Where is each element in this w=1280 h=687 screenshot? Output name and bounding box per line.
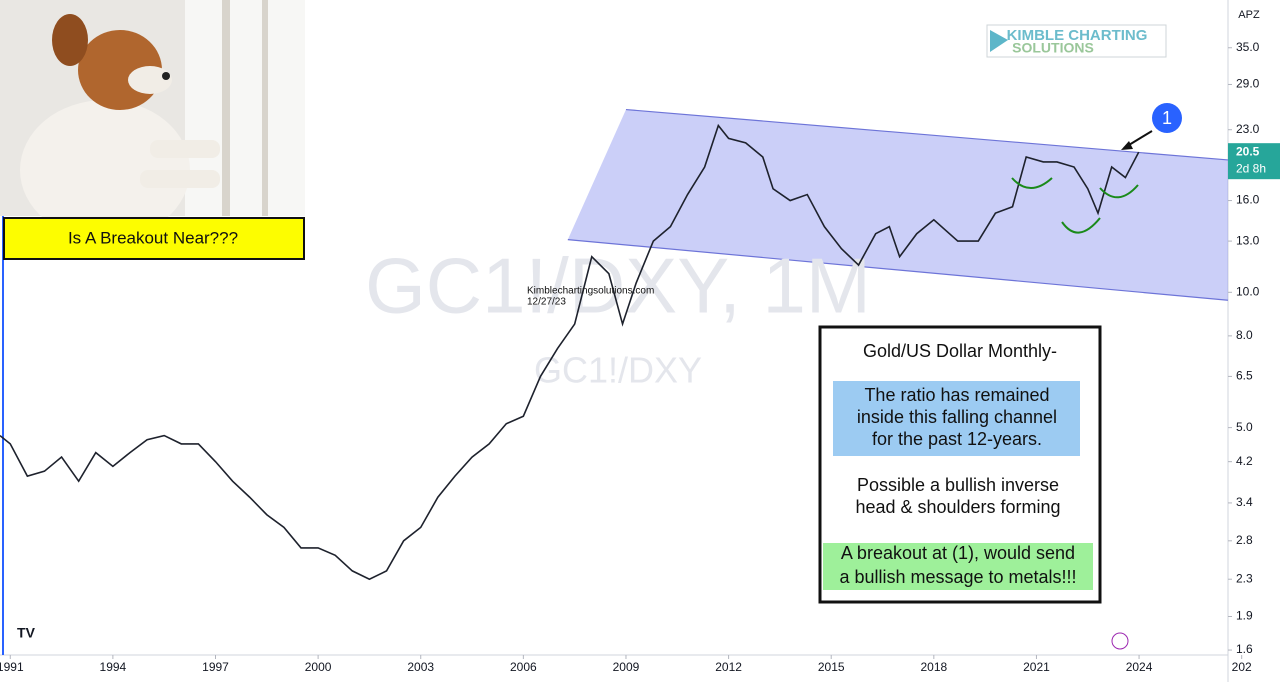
window-frame [262, 0, 268, 216]
x-tick-label: 2009 [613, 660, 640, 674]
y-tick-label: 8.0 [1236, 328, 1253, 342]
y-tick-label: 1.6 [1236, 642, 1253, 656]
note-channel-line: for the past 12-years. [872, 429, 1042, 449]
note-heading: Gold/US Dollar Monthly- [863, 341, 1057, 361]
x-tick-label: 2024 [1126, 660, 1153, 674]
photo-caption: Is A Breakout Near??? [68, 228, 238, 247]
tv-logo: TV [17, 625, 36, 641]
price-badge-countdown: 2d 8h [1236, 161, 1266, 175]
price-line [0, 123, 1140, 581]
channel-line [567, 239, 1229, 301]
logo-box [986, 24, 1167, 58]
x-tick-label: 202 [1232, 660, 1252, 674]
watermark: GC1!/DXY, 1M [365, 242, 871, 330]
caption-box [3, 217, 305, 260]
y-tick-label: 3.4 [1236, 495, 1253, 509]
x-tick-label: 2015 [818, 660, 845, 674]
note-breakout-line: a bullish message to metals!!! [839, 567, 1076, 587]
credit-date: 12/27/23 [527, 297, 566, 308]
note-channel-line: inside this falling channel [857, 407, 1057, 427]
channel-line [625, 108, 1229, 161]
note-breakout-line: A breakout at (1), would send [841, 543, 1075, 563]
marker-circle [1152, 103, 1182, 133]
event-icon [1111, 632, 1129, 650]
note-pattern-line: head & shoulders forming [855, 497, 1060, 517]
currency-label: APZ [1238, 9, 1260, 21]
y-tick-label: 16.0 [1236, 193, 1260, 207]
y-tick-label: 6.5 [1236, 369, 1253, 383]
breakout-text-box [823, 543, 1093, 590]
watermark-symbol: GC1!/DXY [534, 350, 702, 391]
y-tick-label: 29.0 [1236, 77, 1260, 91]
y-tick-label: 1.9 [1236, 609, 1253, 623]
x-tick-label: 2021 [1023, 660, 1050, 674]
dog-paw [140, 170, 220, 188]
channel-text-box [833, 381, 1080, 456]
channel-fill [567, 109, 1228, 301]
x-tick-label: 1991 [0, 660, 24, 674]
dog-muzzle [128, 66, 172, 94]
y-tick-label: 2.3 [1236, 571, 1253, 585]
y-tick-label: 5.0 [1236, 420, 1253, 434]
y-tick-label: 23.0 [1236, 122, 1260, 136]
note-pattern-line: Possible a bullish inverse [857, 475, 1059, 495]
x-tick-label: 2000 [305, 660, 332, 674]
marker-arrowhead [1121, 141, 1133, 150]
dog-body [20, 100, 190, 240]
y-tick-label: 2.8 [1236, 533, 1253, 547]
credit-site: Kimblechartingsolutions.com [527, 286, 654, 297]
logo-icon [990, 30, 1008, 52]
logo-line2: SOLUTIONS [1012, 40, 1094, 56]
y-tick-label: 10.0 [1236, 284, 1260, 298]
left-shoulder-arc [1011, 177, 1053, 189]
y-tick-label: 13.0 [1236, 233, 1260, 247]
dog-nose [162, 72, 170, 80]
x-tick-label: 2018 [920, 660, 947, 674]
marker-label: 1 [1162, 108, 1172, 128]
price-badge-value: 20.5 [1236, 144, 1260, 158]
x-tick-label: 2003 [407, 660, 434, 674]
window-frame [222, 0, 230, 216]
y-tick-label: 35.0 [1236, 40, 1260, 54]
price-badge [1228, 143, 1280, 180]
right-shoulder-arc [1099, 184, 1139, 199]
logo-line1: KIMBLE CHARTING [1007, 27, 1148, 44]
dog-paw [150, 140, 220, 158]
note-channel-line: The ratio has remained [864, 385, 1049, 405]
x-tick-label: 2006 [510, 660, 537, 674]
x-tick-label: 1997 [202, 660, 229, 674]
photo [0, 0, 305, 240]
x-tick-label: 2012 [715, 660, 742, 674]
x-tick-label: 1994 [100, 660, 127, 674]
y-tick-label: 4.2 [1236, 454, 1253, 468]
dog-ear [52, 14, 88, 66]
head-arc [1061, 217, 1101, 234]
